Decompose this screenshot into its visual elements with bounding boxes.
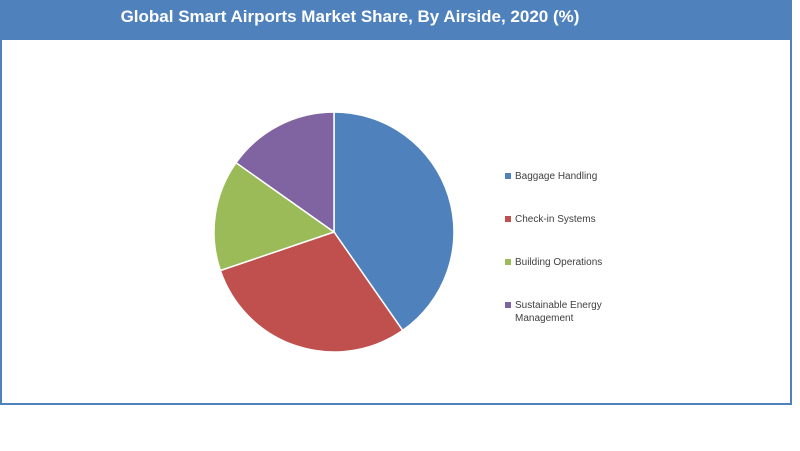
title-bar: Global Smart Airports Market Share, By A… [0, 0, 792, 40]
pie-slice-baggage-handling [333, 111, 455, 332]
legend-label: Check-in Systems [515, 214, 596, 225]
legend-swatch [505, 173, 511, 179]
legend-swatch [505, 259, 511, 265]
legend-item-check-in-systems: Check-in Systems [505, 213, 625, 226]
legend-label: Sustainable Energy Management [515, 300, 602, 324]
legend-swatch [505, 216, 511, 222]
pie-slice-building-operations [213, 161, 336, 272]
pie-slice-check-in-systems [219, 231, 404, 353]
legend-swatch [505, 302, 511, 308]
legend-label: Baggage Handling [515, 171, 598, 182]
pie-slice-sustainable-energy-management [234, 111, 335, 234]
legend-label: Building Operations [515, 257, 603, 268]
legend-item-building-operations: Building Operations [505, 256, 625, 269]
chart-title: Global Smart Airports Market Share, By A… [120, 7, 580, 26]
legend-item-sustainable-energy-management: Sustainable Energy Management [505, 299, 625, 325]
legend-item-baggage-handling: Baggage Handling [505, 170, 625, 183]
